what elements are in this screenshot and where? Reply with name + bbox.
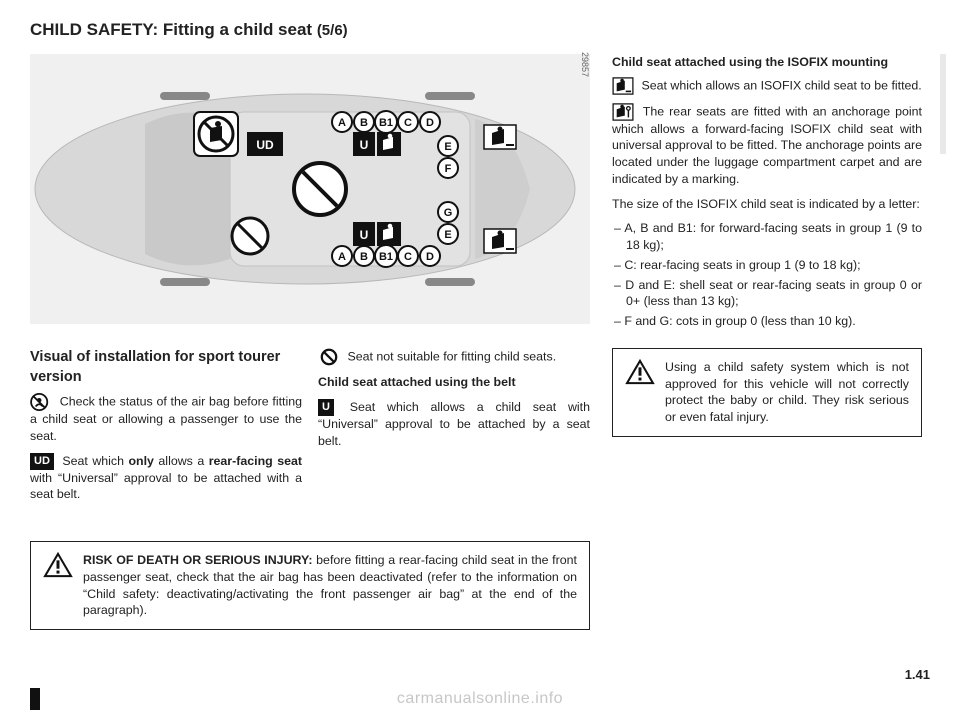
svg-text:C: C <box>404 117 412 129</box>
svg-text:A: A <box>338 251 346 263</box>
svg-text:D: D <box>426 117 434 129</box>
isofix-anchor-note: The rear seats are fitted with an anchor… <box>612 103 922 188</box>
left-text-col: Visual of installation for sport tourer … <box>30 348 302 511</box>
airbag-check-note: Check the status of the air bag before f… <box>30 393 302 444</box>
u-seat-note: U Seat which allows a child seat with “U… <box>318 399 590 450</box>
svg-text:B1: B1 <box>379 251 393 263</box>
title-main: CHILD SAFETY: Fitting a child seat <box>30 20 317 39</box>
under-diagram-columns: Visual of installation for sport tourer … <box>30 348 590 511</box>
left-warning-box: RISK OF DEATH OR SERIOUS INJURY: before … <box>30 541 590 630</box>
warning-icon <box>625 359 655 426</box>
list-item: – C: rear-facing seats in group 1 (9 to … <box>614 257 922 274</box>
visual-heading: Visual of installation for sport tourer … <box>30 348 302 387</box>
warning-icon <box>43 552 73 619</box>
svg-text:E: E <box>444 141 451 153</box>
belt-head: Child seat attached using the belt <box>318 374 590 391</box>
svg-text:G: G <box>444 207 453 219</box>
right-region: Child seat attached using the ISOFIX mou… <box>612 54 922 630</box>
right-warning-box: Using a child safety system which is not… <box>612 348 922 437</box>
ud-seat-note: UD Seat which only allows a rear-facing … <box>30 453 302 504</box>
isofix-anchor-icon <box>612 103 634 121</box>
content: 29857 <box>30 54 930 630</box>
title-sub: (5/6) <box>317 22 348 39</box>
side-tab <box>940 54 946 154</box>
svg-text:A: A <box>338 117 346 129</box>
isofix-size-note: The size of the ISOFIX child seat is ind… <box>612 196 922 213</box>
list-item: – F and G: cots in group 0 (less than 10… <box>614 313 922 330</box>
left-warning-text: RISK OF DEATH OR SERIOUS INJURY: before … <box>83 552 577 619</box>
svg-text:D: D <box>426 251 434 263</box>
svg-text:F: F <box>445 163 452 175</box>
svg-text:E: E <box>444 229 451 241</box>
svg-text:C: C <box>404 251 412 263</box>
list-item: – D and E: shell seat or rear-facing sea… <box>614 277 922 310</box>
isofix-seat-note: Seat which allows an ISOFIX child seat t… <box>612 77 922 95</box>
airbag-check-icon <box>30 393 52 411</box>
watermark: carmanualsonline.info <box>0 690 960 708</box>
forbidden-icon <box>318 348 340 366</box>
list-item: – A, B and B1: for forward-facing seats … <box>614 220 922 253</box>
svg-text:U: U <box>360 228 369 242</box>
car-diagram: 29857 <box>30 54 590 334</box>
mid-text-col: Seat not suitable for fitting child seat… <box>318 348 590 511</box>
car-svg: UD A B B1 C D U U <box>30 54 590 324</box>
not-suitable-note: Seat not suitable for fitting child seat… <box>318 348 590 366</box>
page-title: CHILD SAFETY: Fitting a child seat (5/6) <box>30 20 930 40</box>
svg-text:B: B <box>360 117 368 129</box>
ud-badge: UD <box>30 453 54 470</box>
isofix-size-list: – A, B and B1: for forward-facing seats … <box>614 220 922 329</box>
right-warning-text: Using a child safety system which is not… <box>665 359 909 426</box>
svg-text:UD: UD <box>256 138 274 152</box>
isofix-head: Child seat attached using the ISOFIX mou… <box>612 54 922 71</box>
svg-text:U: U <box>360 138 369 152</box>
isofix-seat-icon <box>612 77 634 95</box>
svg-text:B: B <box>360 251 368 263</box>
left-region: 29857 <box>30 54 590 630</box>
u-badge: U <box>318 399 334 416</box>
page-number: 1.41 <box>905 667 930 682</box>
svg-text:B1: B1 <box>379 117 393 129</box>
diagram-id: 29857 <box>580 52 590 77</box>
